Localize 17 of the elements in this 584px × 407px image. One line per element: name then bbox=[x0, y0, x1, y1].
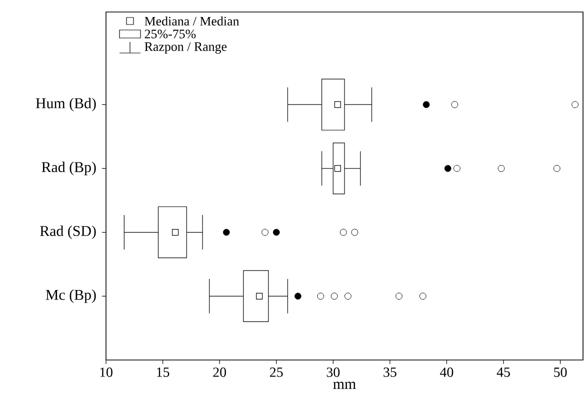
x-axis-title: mm bbox=[333, 382, 356, 389]
x-tick-label: 20 bbox=[213, 368, 226, 377]
y-tick-label: Rad (Bp) bbox=[42, 162, 96, 176]
x-tick-label: 50 bbox=[554, 368, 567, 377]
x-tick-label: 45 bbox=[496, 368, 510, 377]
text: Mediana / Median bbox=[144, 16, 240, 26]
text: Razpon / Range bbox=[144, 42, 227, 54]
x-tick-label: 30 bbox=[326, 368, 340, 377]
x-tick-label: 15 bbox=[157, 368, 170, 377]
x-tick-label: 35 bbox=[384, 368, 396, 377]
x-tick-label: 40 bbox=[440, 368, 454, 377]
y-tick-label: Rad (SD) bbox=[40, 226, 96, 240]
y-tick-label: Hum (Bd) bbox=[36, 98, 96, 112]
x-tick-label: 10 bbox=[100, 368, 112, 377]
x-tick-label: 25 bbox=[270, 368, 283, 377]
text: 25%-75% bbox=[144, 30, 196, 38]
y-tick-label: Mc (Bp) bbox=[46, 289, 96, 303]
